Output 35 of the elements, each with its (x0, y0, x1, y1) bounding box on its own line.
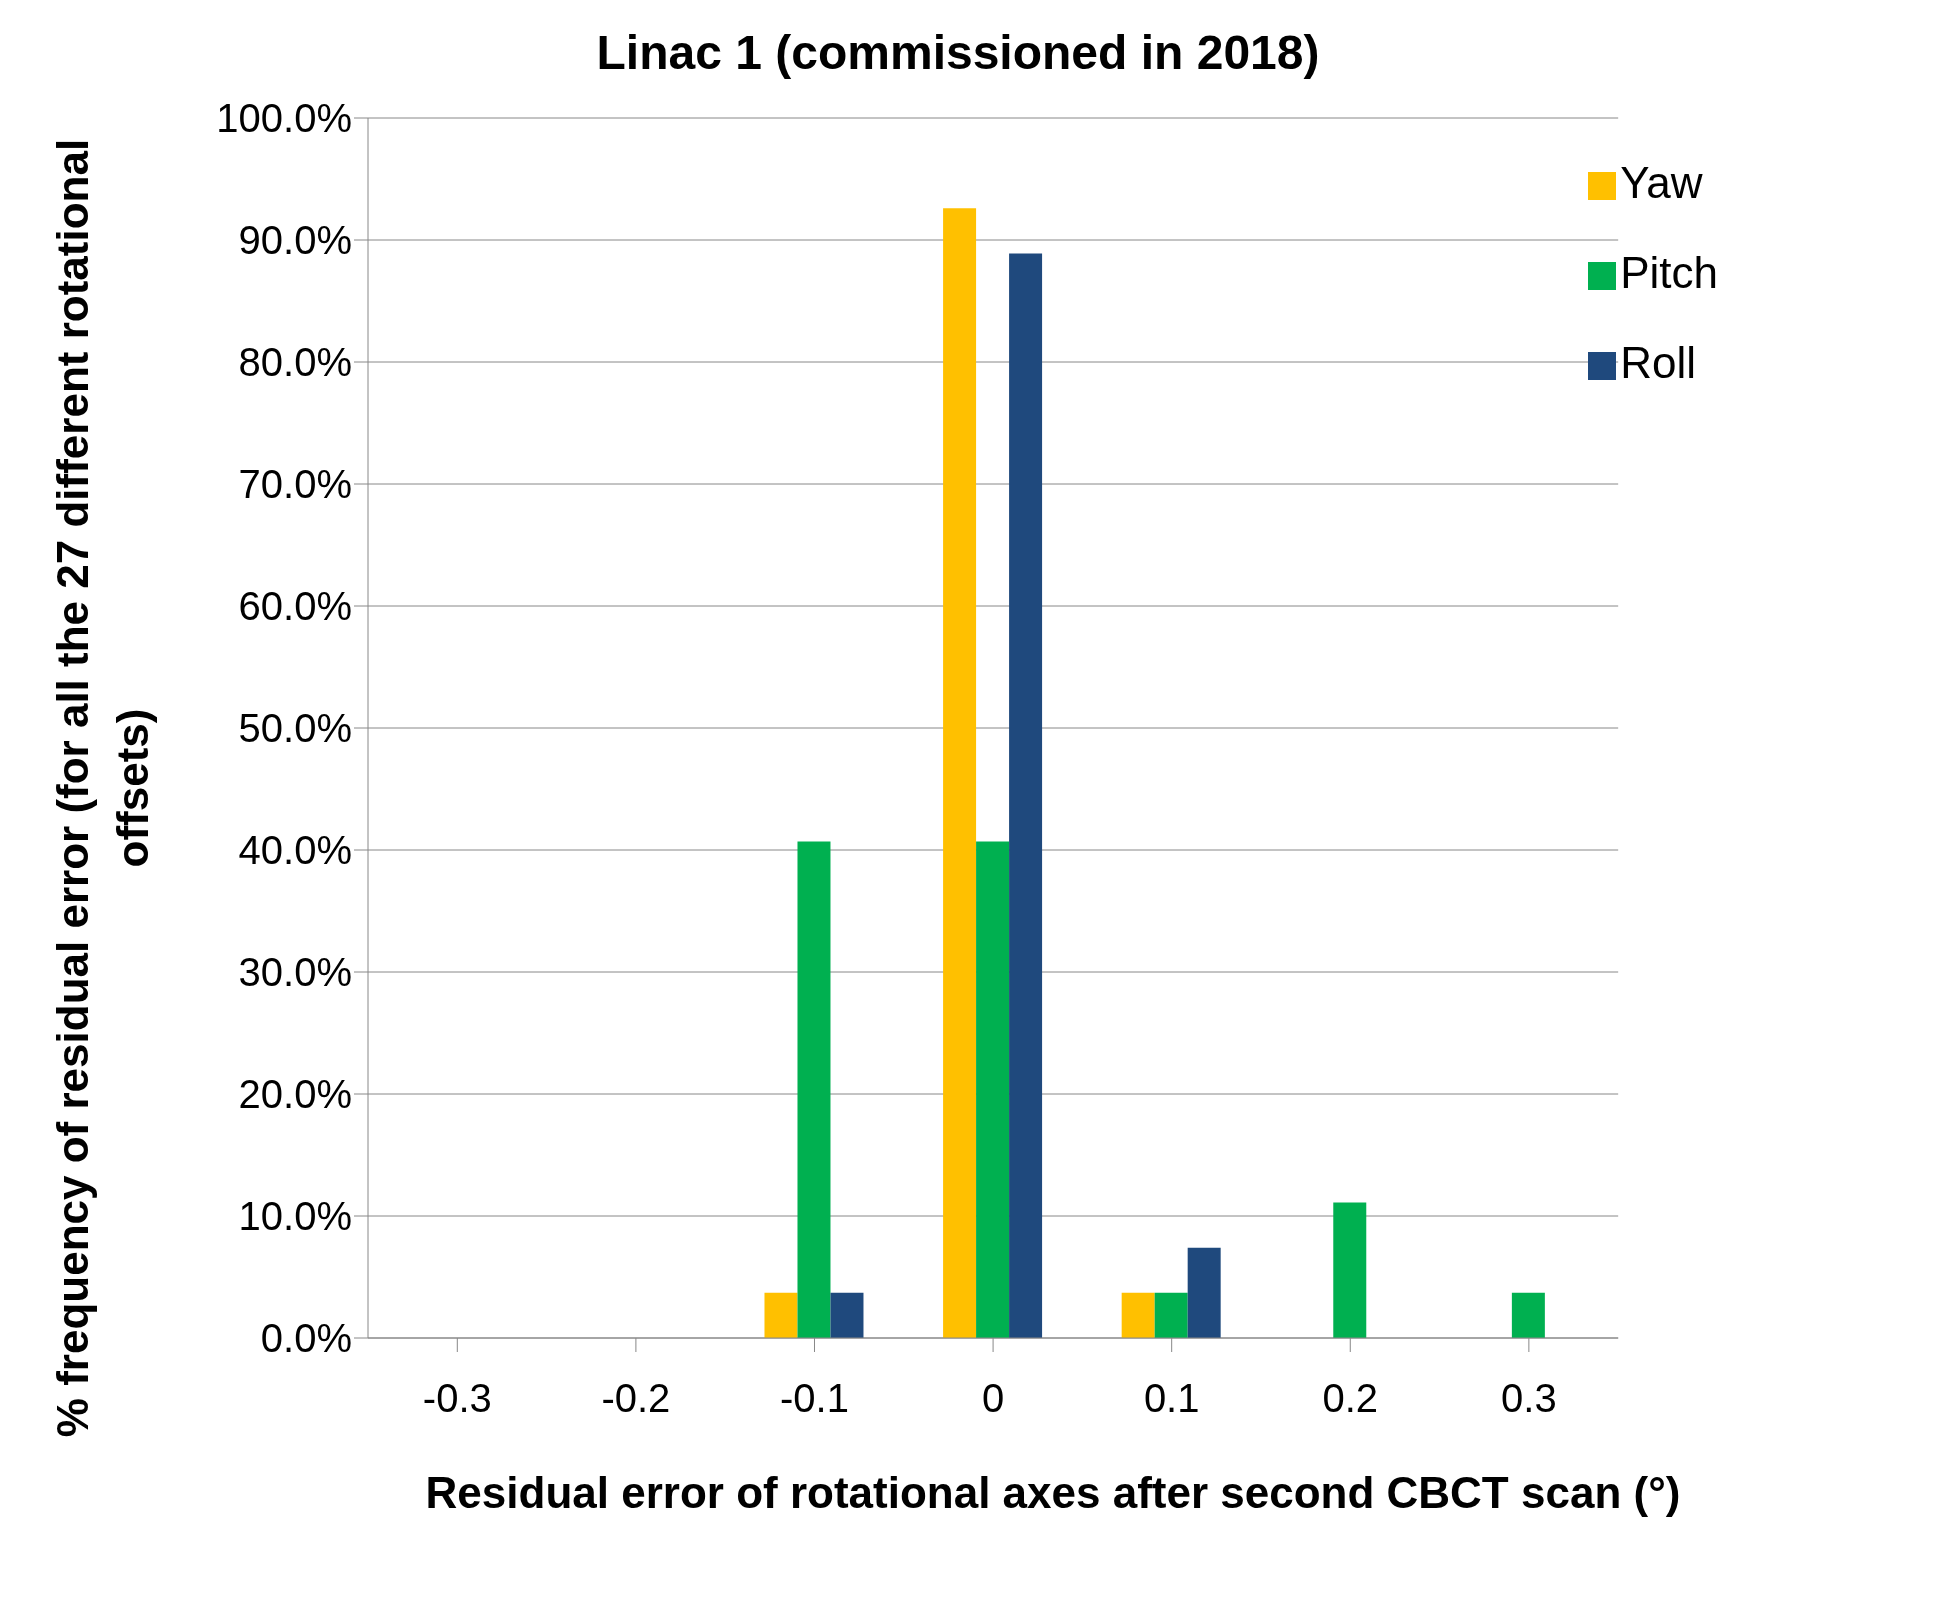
y-tick-label: 30.0% (238, 950, 352, 995)
bar (1333, 1202, 1367, 1338)
bar (1009, 253, 1043, 1338)
legend-label: Roll (1620, 338, 1696, 387)
bar (797, 841, 831, 1338)
bar (1154, 1292, 1188, 1338)
x-tick-label: 0.1 (1143, 1376, 1200, 1421)
x-axis-title: Residual error of rotational axes after second CBCT scan (°) (424, 1468, 1682, 1518)
legend-label: Yaw (1620, 158, 1703, 207)
bar (1187, 1247, 1221, 1338)
x-tick-label: 0.2 (1322, 1376, 1379, 1421)
y-tick-label: 100.0% (216, 96, 352, 141)
chart-title: Linac 1 (commissioned in 2018) (595, 25, 1321, 81)
bar (1121, 1292, 1155, 1338)
x-tick-label: 0.3 (1501, 1376, 1557, 1421)
y-tick-label: 0.0% (260, 1316, 352, 1361)
y-axis-title: % frequency of residual error (for all the 27 different rotational offsets) (47, 138, 158, 1438)
legend-label: Pitch (1620, 248, 1718, 297)
bar (976, 841, 1010, 1338)
bar (830, 1292, 864, 1338)
y-tick-label: 20.0% (238, 1072, 352, 1117)
y-tick-label: 10.0% (238, 1194, 352, 1239)
y-tick-label: 70.0% (238, 462, 352, 507)
y-tick-label: 50.0% (238, 706, 352, 751)
x-tick-label: 0 (981, 1376, 1005, 1421)
bar (1511, 1292, 1545, 1338)
x-tick-label: -0.3 (422, 1376, 492, 1421)
bar (764, 1292, 798, 1338)
y-tick-label: 40.0% (238, 828, 352, 873)
x-tick-label: -0.2 (601, 1376, 671, 1421)
bar (943, 208, 977, 1338)
x-tick-label: -0.1 (780, 1376, 849, 1421)
y-tick-label: 60.0% (238, 584, 352, 629)
y-tick-label: 80.0% (238, 340, 352, 385)
y-tick-label: 90.0% (238, 218, 352, 263)
